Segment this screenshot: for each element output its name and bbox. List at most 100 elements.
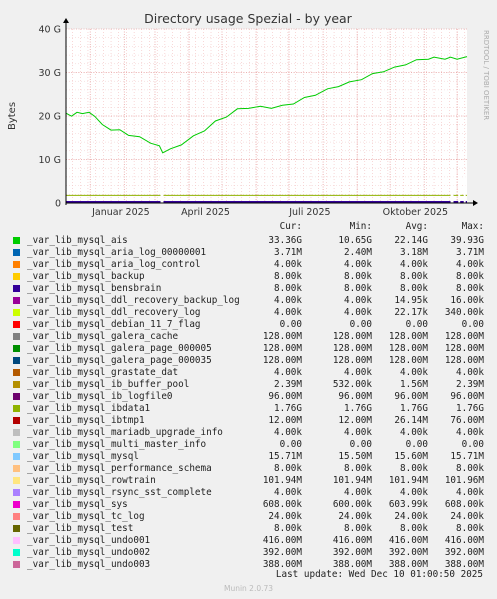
legend-cur: 8.00k bbox=[274, 523, 302, 534]
data-gap bbox=[463, 175, 466, 204]
legend-item: _var_lib_mysql_rsync_sst_complete 4.00k 4.… bbox=[0, 487, 497, 499]
legend-item: _var_lib_mysql_ibdata1 1.76G 1.76G 1.76G 1.7… bbox=[0, 403, 497, 415]
legend-max: 0.00 bbox=[461, 439, 484, 450]
legend-swatch bbox=[13, 369, 20, 376]
legend-min: 4.00k bbox=[344, 367, 372, 378]
legend-name: _var_lib_mysql_rowtrain bbox=[27, 475, 156, 486]
legend-item: _var_lib_mysql_undo002 392.00M 392.00M 392.… bbox=[0, 547, 497, 559]
legend-avg: 26.14M bbox=[394, 415, 428, 426]
legend-max: 96.00M bbox=[450, 391, 484, 402]
legend-cur: 33.36G bbox=[268, 235, 302, 246]
legend-avg: 416.00M bbox=[388, 535, 428, 546]
legend-max: 608.00k bbox=[444, 499, 484, 510]
legend-avg: 4.00k bbox=[400, 367, 428, 378]
legend-min: 4.00k bbox=[344, 295, 372, 306]
legend-name: _var_lib_mysql_ddl_recovery_backup_log bbox=[27, 295, 240, 306]
legend-min: 0.00 bbox=[349, 439, 372, 450]
legend-cur: 128.00M bbox=[262, 343, 302, 354]
legend-item: _var_lib_mysql_aria_log_control 4.00k 4.00… bbox=[0, 259, 497, 271]
legend-min: 600.00k bbox=[332, 499, 372, 510]
legend-avg: 388.00M bbox=[388, 559, 428, 570]
legend-swatch bbox=[13, 489, 20, 496]
legend-swatch bbox=[13, 465, 20, 472]
legend-avg: 128.00M bbox=[388, 331, 428, 342]
data-gap bbox=[450, 175, 454, 204]
legend-max: 416.00M bbox=[444, 535, 484, 546]
legend-avg: 24.00k bbox=[394, 511, 428, 522]
x-tick-label: Juli 2025 bbox=[288, 207, 330, 218]
legend-avg: 8.00k bbox=[400, 463, 428, 474]
legend-max: 76.00M bbox=[450, 415, 484, 426]
data-gap bbox=[160, 175, 164, 204]
legend-max: 3.71M bbox=[456, 247, 484, 258]
last-update: Last update: Wed Dec 10 01:00:50 2025 bbox=[275, 569, 483, 580]
legend-item: _var_lib_mysql_tc_log 24.00k 24.00k 24.00k 2… bbox=[0, 511, 497, 523]
legend-item: _var_lib_mysql_multi_master_info 0.00 0.00… bbox=[0, 439, 497, 451]
legend-name: _var_lib_mysql_galera_page_000005 bbox=[27, 343, 212, 354]
legend-cur: 416.00M bbox=[262, 535, 302, 546]
legend-avg: 1.76G bbox=[400, 403, 428, 414]
legend-swatch bbox=[13, 429, 20, 436]
legend-max: 128.00M bbox=[444, 355, 484, 366]
x-tick-label: Oktober 2025 bbox=[383, 207, 449, 218]
legend-max: 0.00 bbox=[461, 319, 484, 330]
legend-min: 0.00 bbox=[349, 319, 372, 330]
series-layer bbox=[65, 56, 468, 204]
legend-item: _var_lib_mysql_backup 8.00k 8.00k 8.00k 8.00… bbox=[0, 271, 497, 283]
legend-header-min: Min: bbox=[349, 221, 372, 232]
legend-cur: 388.00M bbox=[262, 559, 302, 570]
legend-min: 8.00k bbox=[344, 283, 372, 294]
legend-cur: 2.39M bbox=[274, 379, 302, 390]
legend-name: _var_lib_mysql_galera_cache bbox=[27, 331, 179, 342]
legend-cur: 4.00k bbox=[274, 259, 302, 270]
legend-min: 12.00M bbox=[338, 415, 372, 426]
x-tick-label: April 2025 bbox=[181, 207, 230, 218]
legend-name: _var_lib_mysql_undo002 bbox=[27, 547, 151, 558]
legend-header-avg: Avg: bbox=[405, 221, 428, 232]
legend-min: 8.00k bbox=[344, 463, 372, 474]
legend-swatch bbox=[13, 405, 20, 412]
legend-swatch bbox=[13, 297, 20, 304]
legend-cur: 3.71M bbox=[274, 247, 302, 258]
legend-cur: 1.76G bbox=[274, 403, 302, 414]
legend-swatch bbox=[13, 285, 20, 292]
legend-swatch bbox=[13, 321, 20, 328]
legend-name: _var_lib_mysql_performance_schema bbox=[27, 463, 212, 474]
legend-avg: 14.95k bbox=[394, 295, 428, 306]
legend-avg: 8.00k bbox=[400, 271, 428, 282]
legend-item: _var_lib_mysql_galera_page_000005 128.00M… bbox=[0, 343, 497, 355]
legend-min: 4.00k bbox=[344, 427, 372, 438]
legend-item: _var_lib_mysql_performance_schema 8.00k 8.… bbox=[0, 463, 497, 475]
legend-avg: 101.94M bbox=[388, 475, 428, 486]
legend-min: 10.65G bbox=[338, 235, 372, 246]
legend-min: 24.00k bbox=[338, 511, 372, 522]
legend-item: _var_lib_mysql_ibtmp1 12.00M 12.00M 26.14M 7… bbox=[0, 415, 497, 427]
legend-max: 8.00k bbox=[456, 463, 484, 474]
legend-swatch bbox=[13, 477, 20, 484]
legend-name: _var_lib_mysql_ibtmp1 bbox=[27, 415, 145, 426]
legend-cur: 15.71M bbox=[268, 451, 302, 462]
legend-item: _var_lib_mysql_ib_logfile0 96.00M 96.00M 96… bbox=[0, 391, 497, 403]
legend-avg: 4.00k bbox=[400, 427, 428, 438]
rrdtool-label: RRDTOOL / TOBI OETIKER bbox=[482, 30, 490, 120]
legend-cur: 128.00M bbox=[262, 331, 302, 342]
legend-max: 128.00M bbox=[444, 331, 484, 342]
grid bbox=[66, 28, 467, 204]
chart-title: Directory usage Spezial - by year bbox=[144, 11, 353, 26]
legend-min: 2.40M bbox=[344, 247, 372, 258]
legend-swatch bbox=[13, 309, 20, 316]
legend-name: _var_lib_mysql_backup bbox=[27, 271, 145, 282]
legend-name: _var_lib_mysql_aria_log_control bbox=[27, 259, 201, 270]
legend-swatch bbox=[13, 261, 20, 268]
legend-item: _var_lib_mysql_mariadb_upgrade_info 4.00k… bbox=[0, 427, 497, 439]
legend-cur: 4.00k bbox=[274, 307, 302, 318]
legend-cur: 0.00 bbox=[279, 439, 302, 450]
legend-max: 392.00M bbox=[444, 547, 484, 558]
legend-cur: 96.00M bbox=[268, 391, 302, 402]
legend-avg: 8.00k bbox=[400, 283, 428, 294]
legend-max: 128.00M bbox=[444, 343, 484, 354]
legend-name: _var_lib_mysql_sys bbox=[27, 499, 128, 510]
legend-avg: 1.56M bbox=[400, 379, 428, 390]
legend-avg: 4.00k bbox=[400, 259, 428, 270]
legend-avg: 128.00M bbox=[388, 343, 428, 354]
